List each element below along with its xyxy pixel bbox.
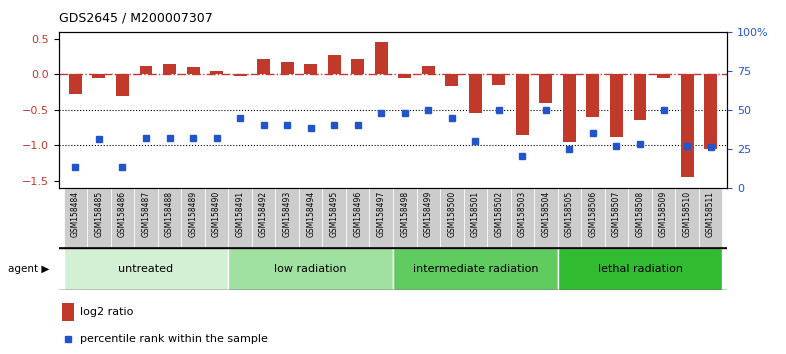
Text: GSM158499: GSM158499 xyxy=(424,190,433,237)
Bar xyxy=(281,62,294,74)
Bar xyxy=(275,188,299,248)
Bar xyxy=(116,74,129,96)
Bar xyxy=(399,74,411,78)
Text: GSM158497: GSM158497 xyxy=(376,190,386,237)
Text: GDS2645 / M200007307: GDS2645 / M200007307 xyxy=(59,12,213,25)
Bar xyxy=(681,74,693,177)
Bar xyxy=(704,74,717,149)
Text: GSM158501: GSM158501 xyxy=(471,190,479,237)
Text: lethal radiation: lethal radiation xyxy=(597,264,682,274)
Text: GSM158491: GSM158491 xyxy=(236,190,244,237)
Text: GSM158505: GSM158505 xyxy=(565,190,574,237)
Bar xyxy=(93,74,105,78)
Bar xyxy=(228,248,393,290)
Bar xyxy=(69,74,82,94)
Bar xyxy=(652,188,675,248)
Bar xyxy=(511,188,534,248)
Text: GSM158492: GSM158492 xyxy=(259,190,268,237)
Text: GSM158487: GSM158487 xyxy=(141,190,150,237)
Bar xyxy=(604,188,628,248)
Bar xyxy=(351,59,364,74)
Bar xyxy=(62,303,75,321)
Bar xyxy=(417,188,440,248)
Text: GSM158494: GSM158494 xyxy=(307,190,315,237)
Bar xyxy=(469,74,482,113)
Text: GSM158493: GSM158493 xyxy=(283,190,292,237)
Bar xyxy=(699,188,722,248)
Bar xyxy=(657,74,670,78)
Bar xyxy=(158,188,182,248)
Text: GSM158488: GSM158488 xyxy=(165,190,174,236)
Bar xyxy=(182,188,205,248)
Bar xyxy=(163,64,176,74)
Bar xyxy=(369,188,393,248)
Text: agent ▶: agent ▶ xyxy=(8,264,50,274)
Text: log2 ratio: log2 ratio xyxy=(80,307,134,317)
Bar xyxy=(205,188,228,248)
Bar xyxy=(516,74,529,135)
Bar xyxy=(440,188,464,248)
Bar xyxy=(539,74,553,103)
Bar xyxy=(328,55,340,74)
Text: GSM158507: GSM158507 xyxy=(612,190,621,237)
Text: GSM158509: GSM158509 xyxy=(659,190,668,237)
Text: percentile rank within the sample: percentile rank within the sample xyxy=(80,334,268,344)
Bar xyxy=(233,74,247,76)
Bar xyxy=(628,188,652,248)
Bar xyxy=(534,188,558,248)
Text: GSM158486: GSM158486 xyxy=(118,190,127,237)
Bar xyxy=(563,74,576,142)
Bar xyxy=(134,188,158,248)
Text: GSM158490: GSM158490 xyxy=(212,190,221,237)
Text: GSM158504: GSM158504 xyxy=(542,190,550,237)
Text: untreated: untreated xyxy=(119,264,174,274)
Bar xyxy=(586,74,600,117)
Bar xyxy=(558,188,581,248)
Text: GSM158489: GSM158489 xyxy=(189,190,197,237)
Bar xyxy=(393,248,558,290)
Bar xyxy=(228,188,252,248)
Text: GSM158510: GSM158510 xyxy=(682,190,692,237)
Text: GSM158508: GSM158508 xyxy=(636,190,645,237)
Text: GSM158498: GSM158498 xyxy=(400,190,410,237)
Bar xyxy=(299,188,322,248)
Bar xyxy=(581,188,604,248)
Bar xyxy=(492,74,505,85)
Bar xyxy=(634,74,646,120)
Text: intermediate radiation: intermediate radiation xyxy=(413,264,538,274)
Bar xyxy=(675,188,699,248)
Bar xyxy=(346,188,369,248)
Text: GSM158503: GSM158503 xyxy=(518,190,527,237)
Bar xyxy=(87,188,111,248)
Bar xyxy=(64,188,87,248)
Bar xyxy=(464,188,487,248)
Bar xyxy=(322,188,346,248)
Text: GSM158496: GSM158496 xyxy=(353,190,362,237)
Text: GSM158484: GSM158484 xyxy=(71,190,80,237)
Bar xyxy=(422,66,435,74)
Text: low radiation: low radiation xyxy=(274,264,347,274)
Bar xyxy=(304,64,317,74)
Text: GSM158495: GSM158495 xyxy=(329,190,339,237)
Bar xyxy=(558,248,722,290)
Text: GSM158511: GSM158511 xyxy=(706,190,715,236)
Bar xyxy=(252,188,275,248)
Bar xyxy=(210,71,223,74)
Bar xyxy=(257,59,270,74)
Text: GSM158502: GSM158502 xyxy=(494,190,503,237)
Bar xyxy=(186,67,200,74)
Bar xyxy=(393,188,417,248)
Text: GSM158506: GSM158506 xyxy=(589,190,597,237)
Bar xyxy=(610,74,623,137)
Bar xyxy=(64,248,228,290)
Bar xyxy=(140,66,152,74)
Bar xyxy=(375,42,387,74)
Text: GSM158500: GSM158500 xyxy=(447,190,457,237)
Bar xyxy=(111,188,134,248)
Text: GSM158485: GSM158485 xyxy=(94,190,104,237)
Bar xyxy=(446,74,458,86)
Bar xyxy=(487,188,511,248)
